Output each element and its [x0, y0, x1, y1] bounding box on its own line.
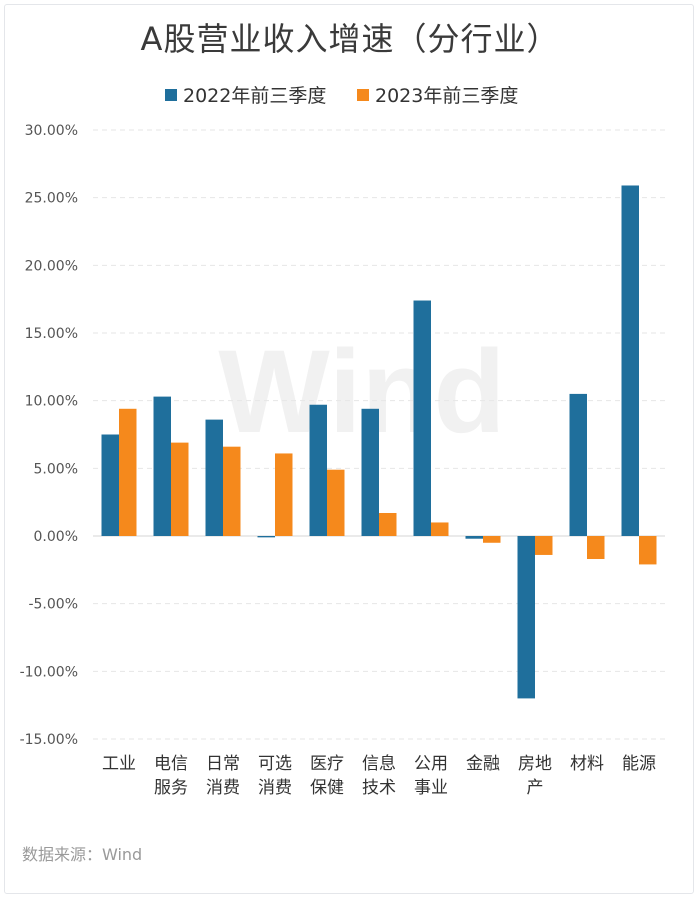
legend-label: 2023年前三季度 [375, 85, 518, 107]
x-category-label: 消费 [206, 778, 240, 798]
bar-2022 [361, 408, 379, 536]
x-category-label: 医疗 [310, 754, 344, 774]
bar-2022 [153, 396, 171, 536]
bar-2022 [257, 536, 275, 538]
y-tick-label: -5.00% [28, 597, 78, 613]
legend: 2022年前三季度 2023年前三季度 [165, 85, 518, 107]
bar-2022 [517, 536, 535, 699]
x-category-label: 公用 [414, 754, 448, 774]
x-category-label: 技术 [362, 778, 396, 798]
y-axis: 30.00% 25.00% 20.00% 15.00% 10.00% 5.00% 0.00%… [20, 123, 78, 748]
legend-swatch [165, 89, 177, 101]
legend-label: 2022年前三季度 [183, 85, 326, 107]
y-tick-label: 0.00% [34, 529, 78, 545]
x-category-label: 工业 [102, 754, 136, 774]
legend-swatch [357, 89, 369, 101]
x-category-label: 服务 [154, 778, 188, 798]
bar-2023 [119, 408, 137, 536]
bar-2022 [205, 419, 223, 536]
y-tick-label: 25.00% [25, 191, 78, 207]
bar-2022 [413, 300, 431, 536]
y-tick-label: -10.00% [20, 664, 78, 680]
x-category-label: 金融 [466, 754, 500, 774]
x-category-label: 能源 [622, 754, 656, 774]
x-category-label: 可选 [258, 754, 292, 774]
y-tick-label: 30.00% [25, 123, 78, 139]
x-category-label: 日常 [206, 754, 240, 774]
y-tick-label: 15.00% [25, 326, 78, 342]
chart-title: A股营业收入增速（分行业） [140, 20, 560, 58]
bar-2022 [101, 434, 119, 536]
x-category-label: 事业 [414, 778, 448, 798]
bars [101, 185, 657, 699]
bar-2023 [639, 536, 657, 565]
bar-2023 [223, 446, 241, 536]
bar-2023 [171, 442, 189, 536]
bar-2022 [569, 393, 587, 536]
x-category-label: 消费 [258, 778, 292, 798]
bar-2022 [309, 404, 327, 536]
bar-2022 [465, 536, 483, 539]
x-category-label: 电信 [154, 754, 188, 774]
source-note: 数据来源：Wind [22, 845, 143, 864]
bar-2023 [535, 536, 553, 555]
bar-2023 [431, 522, 449, 536]
x-category-label: 保健 [310, 778, 344, 798]
bar-2023 [327, 469, 345, 536]
y-tick-label: -15.00% [20, 732, 78, 748]
bar-2023 [275, 453, 293, 536]
x-category-label: 材料 [570, 754, 604, 774]
bar-2022 [621, 185, 639, 536]
x-category-label: 产 [527, 778, 544, 798]
x-category-label: 房地 [518, 754, 552, 774]
bar-2023 [483, 536, 501, 543]
y-tick-label: 20.00% [25, 258, 78, 274]
y-tick-label: 5.00% [34, 461, 78, 477]
bar-2023 [587, 536, 605, 560]
x-category-label: 信息 [362, 754, 396, 774]
bar-2023 [379, 512, 397, 536]
y-tick-label: 10.00% [25, 394, 78, 410]
